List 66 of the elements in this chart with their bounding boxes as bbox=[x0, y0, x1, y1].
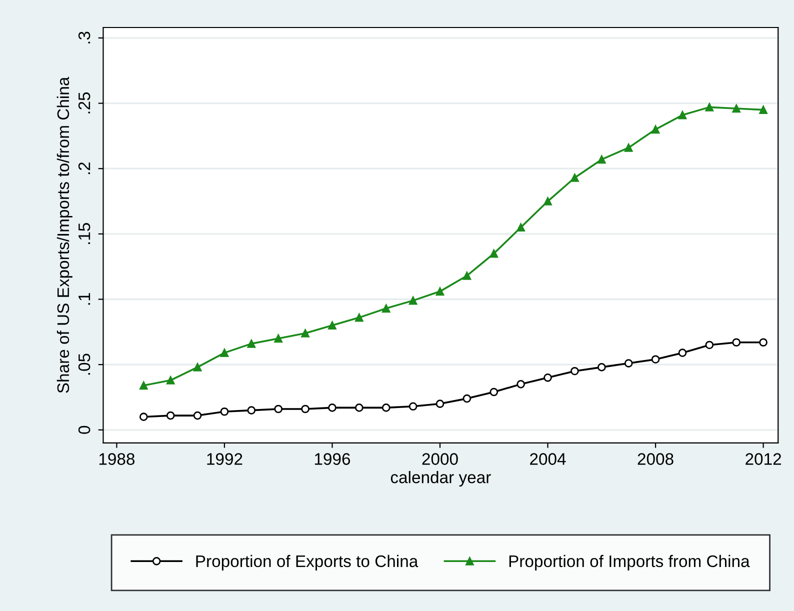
point bbox=[220, 348, 229, 357]
x-tick-label: 2004 bbox=[530, 453, 566, 465]
point bbox=[408, 402, 418, 411]
point bbox=[570, 174, 579, 182]
point bbox=[490, 388, 498, 396]
point bbox=[355, 313, 364, 322]
y-tick-label: .25 bbox=[78, 92, 90, 114]
x-tick-label: 2012 bbox=[746, 453, 782, 465]
y-tick-label: .3 bbox=[78, 32, 90, 44]
point bbox=[597, 155, 606, 164]
point bbox=[382, 404, 390, 412]
point bbox=[247, 340, 256, 348]
point bbox=[759, 338, 768, 347]
point bbox=[624, 359, 633, 368]
point bbox=[328, 321, 336, 330]
x-axis-title: calendar year bbox=[390, 471, 491, 487]
point bbox=[382, 304, 390, 313]
y-tick-label: 0 bbox=[78, 426, 90, 434]
point bbox=[139, 381, 148, 390]
point bbox=[705, 340, 714, 350]
point bbox=[166, 376, 175, 384]
point bbox=[759, 106, 768, 114]
point bbox=[462, 272, 472, 280]
point bbox=[274, 404, 283, 414]
legend-label: Proportion of Imports from China bbox=[509, 554, 750, 570]
point bbox=[436, 400, 444, 408]
point bbox=[436, 287, 444, 296]
point bbox=[355, 404, 364, 412]
x-tick-label: 2000 bbox=[422, 453, 458, 465]
point bbox=[516, 380, 525, 388]
point bbox=[220, 407, 229, 416]
point bbox=[247, 406, 256, 414]
point bbox=[678, 110, 687, 120]
point bbox=[678, 348, 687, 357]
x-tick-label: 1996 bbox=[314, 453, 350, 465]
point bbox=[570, 366, 579, 376]
y-axis-title: Share of US Exports/Imports to/from China bbox=[56, 76, 72, 393]
point bbox=[274, 334, 283, 343]
point bbox=[462, 394, 472, 403]
point bbox=[651, 125, 660, 134]
point bbox=[732, 104, 741, 113]
y-tick-label: .2 bbox=[78, 162, 90, 174]
point bbox=[166, 411, 175, 420]
point bbox=[139, 412, 148, 422]
point bbox=[193, 363, 202, 372]
point bbox=[328, 404, 336, 412]
point bbox=[408, 296, 418, 305]
point bbox=[705, 103, 714, 112]
point bbox=[544, 373, 552, 382]
point bbox=[624, 144, 633, 152]
x-tick-label: 2008 bbox=[638, 453, 674, 465]
point bbox=[544, 197, 552, 206]
legend-label: Proportion of Exports to China bbox=[196, 554, 418, 570]
y-tick-label: .1 bbox=[78, 293, 90, 305]
point bbox=[301, 404, 310, 414]
point bbox=[490, 249, 498, 258]
x-tick-label: 1988 bbox=[99, 453, 135, 465]
point bbox=[651, 355, 660, 364]
point bbox=[597, 363, 606, 372]
point bbox=[193, 411, 202, 420]
point bbox=[301, 329, 310, 338]
point bbox=[732, 338, 741, 347]
x-tick-label: 1992 bbox=[207, 453, 242, 465]
point bbox=[516, 223, 525, 232]
y-tick-label: .05 bbox=[78, 354, 90, 375]
y-tick-label: .15 bbox=[78, 223, 90, 244]
